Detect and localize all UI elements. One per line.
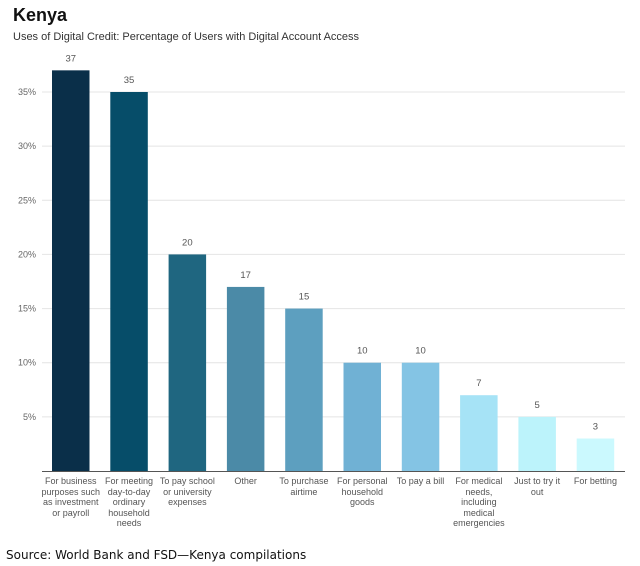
y-tick-label: 15% <box>18 304 36 314</box>
data-label: 35 <box>124 75 135 86</box>
x-tick-label: To purchase airtime <box>279 476 329 497</box>
bar <box>460 395 498 471</box>
bar <box>110 92 148 471</box>
y-tick-label: 10% <box>18 358 36 368</box>
x-tick-label: For business purposes such as investment… <box>41 476 101 518</box>
x-tick-label: Just to try it out <box>514 476 561 497</box>
bar <box>518 416 556 471</box>
chart-title: Kenya <box>13 5 68 25</box>
x-tick-label: To pay a bill <box>396 476 445 486</box>
bar <box>168 254 207 471</box>
data-label: 7 <box>476 378 481 389</box>
data-label: 20 <box>182 237 193 248</box>
data-label: 15 <box>299 292 310 303</box>
data-label: 10 <box>357 346 368 357</box>
x-tick-label: For betting <box>573 476 617 486</box>
y-tick-label: 25% <box>18 195 36 205</box>
data-label: 37 <box>65 53 76 64</box>
y-tick-label: 30% <box>18 141 36 151</box>
x-tick-label: For meeting day-to-day ordinary househol… <box>105 476 154 528</box>
y-tick-label: 5% <box>23 412 36 422</box>
data-label: 17 <box>240 270 251 281</box>
source-note: Source: World Bank and FSD—Kenya compila… <box>6 548 307 562</box>
data-label: 10 <box>415 346 426 357</box>
bar <box>343 362 381 471</box>
x-tick-label: For medical needs, including medical eme… <box>453 476 505 528</box>
bar <box>226 286 265 471</box>
bar-chart: 5% 10% 15% 20% 25% 30% 35% 37 35 20 17 15 10 10 7 5 3 <box>18 53 625 472</box>
x-tick-label: To pay school or university expenses <box>159 476 215 507</box>
x-tick-label: For personal household goods <box>336 476 388 507</box>
y-tick-label: 20% <box>18 249 36 259</box>
data-label: 3 <box>593 422 598 433</box>
y-tick-label: 35% <box>18 87 36 97</box>
chart-subtitle: Uses of Digital Credit: Percentage of Us… <box>13 31 360 43</box>
bar <box>401 362 440 471</box>
x-tick-label: Other <box>234 476 257 486</box>
data-label: 5 <box>535 400 540 411</box>
bar <box>52 70 90 471</box>
bar <box>576 438 615 471</box>
bar <box>285 308 323 471</box>
